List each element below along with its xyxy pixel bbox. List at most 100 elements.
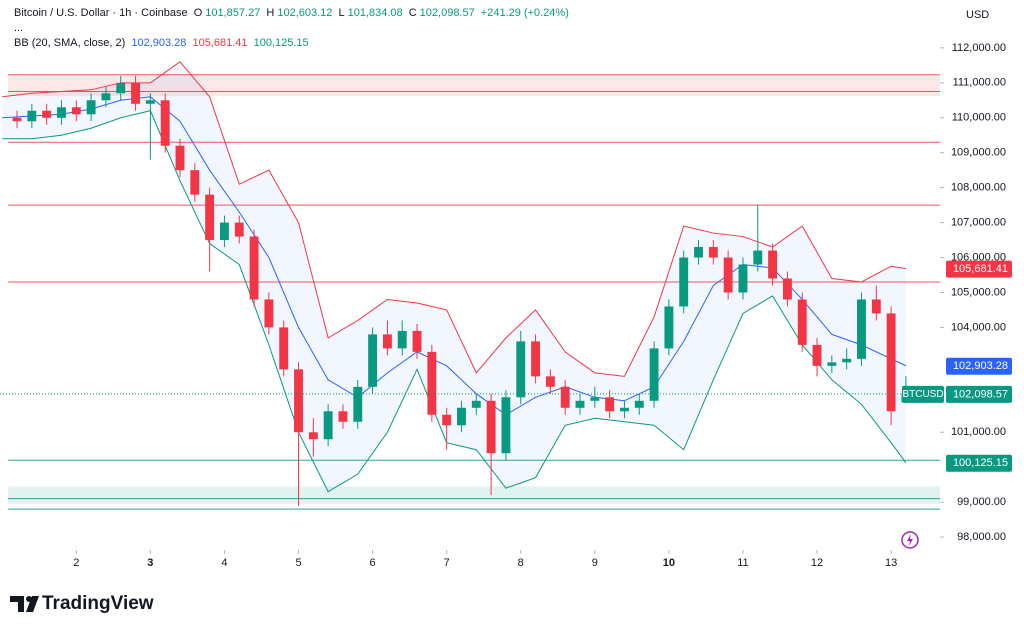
candle-body xyxy=(531,341,540,377)
candle-body xyxy=(471,400,481,408)
ohlc-label: O xyxy=(193,7,203,19)
candle-body xyxy=(160,100,170,146)
y-tick-label: 105,000.00 xyxy=(951,286,1006,298)
candle-body xyxy=(116,82,126,94)
candle-body xyxy=(575,400,585,408)
x-tick-label: 11 xyxy=(737,557,748,569)
y-tick-label: 111,000.00 xyxy=(953,77,1006,89)
symbol-tag: BTCUSD xyxy=(902,389,943,400)
candle-body xyxy=(886,313,896,412)
y-tick-label: 112,000.00 xyxy=(952,42,1006,54)
x-tick-label: 3 xyxy=(147,557,153,569)
band-line xyxy=(2,96,907,416)
candle-body xyxy=(368,334,378,387)
candle-body xyxy=(57,107,66,118)
candle-body xyxy=(338,411,348,422)
price-label-box xyxy=(946,357,1012,375)
candle-body xyxy=(234,222,244,237)
price-label: 102,903.28 xyxy=(953,360,1008,372)
candle-body xyxy=(827,362,837,366)
indicator-value: 100,125.15 xyxy=(253,37,309,49)
candle-body xyxy=(101,93,111,101)
indicator-name[interactable]: BB (20, SMA, close, 2) xyxy=(14,37,126,49)
ohlc-label: H xyxy=(266,7,275,19)
band-fill xyxy=(2,61,906,492)
candle-body xyxy=(679,257,689,307)
y-tick-label: 109,000.00 xyxy=(951,147,1006,159)
ohlc-value: 101,834.08 xyxy=(347,7,403,19)
y-tick-label: 106,000.00 xyxy=(951,251,1006,263)
more[interactable]: ... xyxy=(14,22,24,34)
candle-body xyxy=(694,247,703,258)
candle-body xyxy=(605,397,615,412)
price-label-box xyxy=(946,385,1012,403)
candle-body xyxy=(175,145,185,171)
candle-body xyxy=(190,170,200,195)
brand-logo[interactable]: TradingView xyxy=(10,593,154,614)
candle-body xyxy=(397,330,407,349)
price-label: 102,098.57 xyxy=(953,388,1008,400)
logo-icon xyxy=(10,596,39,612)
candle-body xyxy=(738,264,748,293)
indicator-line: BB (20, SMA, close, 2) 102,903.28 105,68… xyxy=(14,36,572,51)
ohlc-value: 101,857.27 xyxy=(205,7,261,19)
band-line xyxy=(2,110,907,493)
y-tick-label: 99,000.00 xyxy=(957,496,1006,508)
y-tick-label: 98,000.00 xyxy=(957,531,1006,543)
candle-body xyxy=(501,397,511,454)
price-label-box xyxy=(946,454,1012,472)
y-tick-label: 107,000.00 xyxy=(951,216,1006,228)
candle-body xyxy=(797,299,807,345)
indicator-value: 102,903.28 xyxy=(131,37,187,49)
y-tick-label: 104,000.00 xyxy=(951,321,1006,333)
currency[interactable]: USD xyxy=(966,9,989,21)
price-label-box xyxy=(946,260,1012,278)
change: +241.29 (+0.24%) xyxy=(480,7,569,19)
icon-ring xyxy=(901,531,919,549)
x-tick-label: 9 xyxy=(592,557,598,569)
candle-body xyxy=(812,344,822,366)
x-tick-label: 13 xyxy=(885,557,897,569)
candle-body xyxy=(649,348,659,401)
candle-body xyxy=(145,100,155,104)
zone xyxy=(8,486,940,504)
price-label: 105,681.41 xyxy=(953,263,1008,275)
candle-body xyxy=(560,386,570,408)
x-tick-label: 4 xyxy=(221,557,227,569)
candle-body xyxy=(86,100,96,115)
candle-body xyxy=(382,334,392,349)
y-tick-label: 110,000.00 xyxy=(952,112,1006,124)
candle-body xyxy=(442,414,452,426)
zone xyxy=(8,74,940,97)
plot-area xyxy=(0,61,940,510)
symbol-title[interactable]: Bitcoin / U.S. Dollar · 1h · Coinbase xyxy=(14,7,188,19)
candle-body xyxy=(842,358,852,363)
lightning-icon[interactable] xyxy=(901,531,919,549)
band-line xyxy=(2,61,907,377)
candle-body xyxy=(12,117,22,122)
candle-body xyxy=(590,397,600,401)
candle-body xyxy=(27,110,37,122)
candle-body xyxy=(620,407,629,412)
candle-body xyxy=(353,386,363,422)
x-tick-label: 10 xyxy=(663,557,675,569)
symbol-tag-box xyxy=(902,385,944,403)
candle-body xyxy=(634,400,644,408)
candle-body xyxy=(782,278,792,300)
x-tick-label: 5 xyxy=(295,557,301,569)
candle-body xyxy=(516,341,526,398)
candle-body xyxy=(427,351,437,415)
candle-body xyxy=(708,247,718,258)
candle-body xyxy=(42,110,52,118)
logo-dot xyxy=(26,596,32,602)
icon-bolt xyxy=(907,534,913,546)
candle-body xyxy=(545,376,555,387)
candle-body xyxy=(264,299,274,328)
ohlc-value: 102,603.12 xyxy=(277,7,333,19)
brand-name: TradingView xyxy=(42,593,154,614)
candle-body xyxy=(220,222,229,241)
